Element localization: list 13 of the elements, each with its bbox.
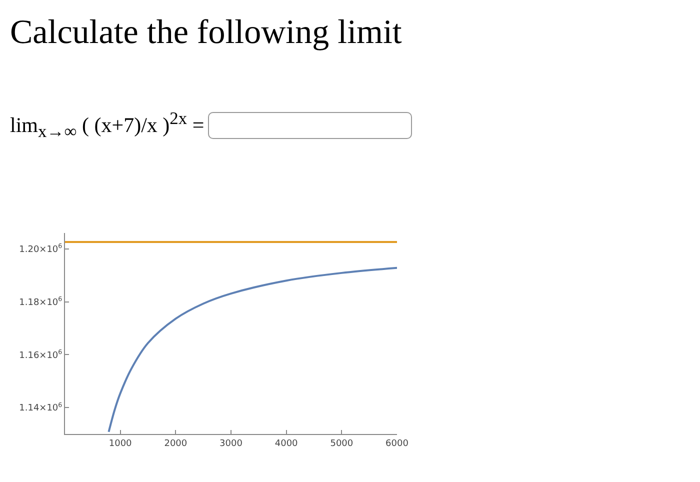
y-tick-label: 1.20×10$^{6}$ bbox=[19, 243, 62, 256]
y-tick-label: 1.18×10$^{6}$ bbox=[19, 296, 62, 308]
y-tick-label: 1.14×10$^{6}$ bbox=[19, 402, 62, 414]
chart-title: Calculate the following limit bbox=[10, 14, 402, 52]
x-tick-label: 2000 bbox=[164, 438, 188, 449]
x-tick-label: 6000 bbox=[386, 438, 409, 449]
x-tick-label: 1000 bbox=[108, 438, 132, 449]
text: lim$_{x→∞}$ ( (x+7)/x )$^{2x}$ = bbox=[10, 108, 204, 142]
x-tick-label: 4000 bbox=[274, 438, 298, 449]
line-series bbox=[108, 266, 397, 433]
y-tick-label: 1.16×10$^{6}$ bbox=[19, 349, 62, 361]
x-tick-label: 5000 bbox=[330, 438, 354, 449]
x-tick-label: 3000 bbox=[220, 438, 243, 449]
